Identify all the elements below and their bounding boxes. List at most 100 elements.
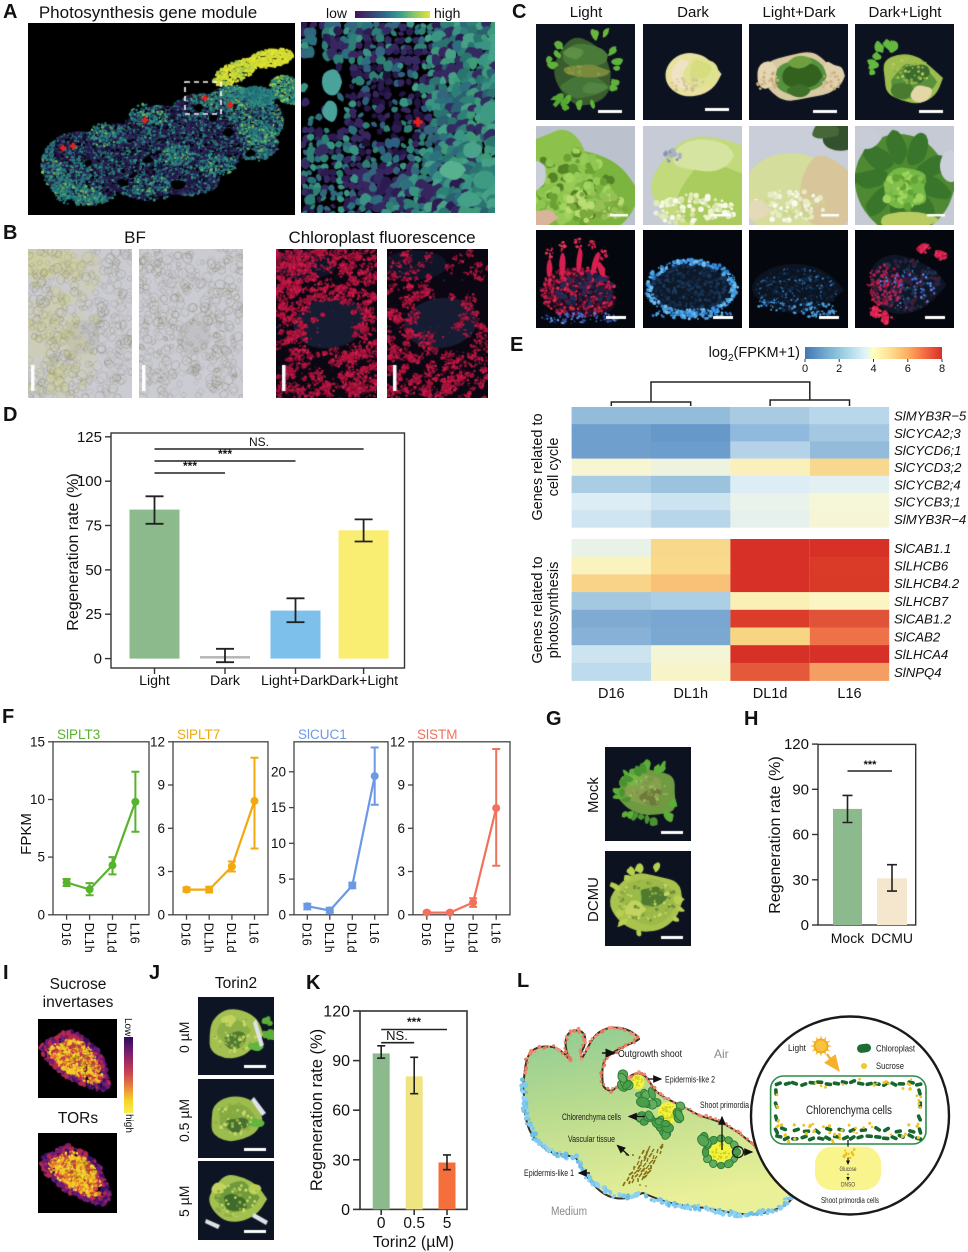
svg-text:SlCYCA2;3: SlCYCA2;3	[894, 426, 961, 441]
svg-text:0: 0	[341, 1202, 350, 1219]
svg-text:Genes related to: Genes related to	[530, 413, 546, 520]
svg-text:Air: Air	[714, 1047, 729, 1061]
svg-text:DL1d: DL1d	[224, 923, 238, 953]
svg-text:SlCYCB2;4: SlCYCB2;4	[894, 477, 961, 492]
svg-text:Vascular tissue: Vascular tissue	[568, 1134, 615, 1144]
svg-text:Chlorenchyma cells: Chlorenchyma cells	[806, 1105, 892, 1117]
svg-text:Dark: Dark	[210, 673, 241, 689]
svg-text:SlCYCB3;1: SlCYCB3;1	[894, 495, 961, 510]
svg-text:4: 4	[870, 363, 876, 375]
svg-text:NS.: NS.	[249, 435, 269, 449]
svg-text:5: 5	[278, 872, 286, 887]
svg-text:DCMU: DCMU	[871, 930, 913, 946]
svg-text:***: ***	[864, 759, 878, 771]
svg-text:Medium: Medium	[551, 1206, 587, 1218]
svg-text:Epidermis-like 1: Epidermis-like 1	[524, 1168, 574, 1178]
svg-text:D16: D16	[598, 686, 625, 702]
svg-text:Chloroplast: Chloroplast	[876, 1044, 915, 1054]
svg-text:90: 90	[332, 1053, 350, 1070]
svg-text:Glucose: Glucose	[840, 1166, 857, 1173]
svg-text:0: 0	[278, 907, 286, 922]
svg-text:SlSTM: SlSTM	[417, 727, 458, 742]
svg-text:6: 6	[397, 821, 405, 836]
svg-text:DL1h: DL1h	[322, 923, 336, 953]
svg-text:DL1d: DL1d	[753, 686, 788, 702]
svg-text:12: 12	[150, 734, 165, 749]
svg-text:DL1d: DL1d	[105, 923, 119, 953]
svg-text:5: 5	[37, 850, 45, 865]
svg-text:FPKM: FPKM	[18, 813, 35, 855]
svg-text:Epidermis-like 2: Epidermis-like 2	[665, 1075, 715, 1085]
svg-text:L16: L16	[367, 923, 381, 944]
svg-text:D16: D16	[179, 923, 193, 946]
svg-text:DL1d: DL1d	[465, 923, 479, 953]
svg-text:30: 30	[792, 872, 809, 889]
svg-text:Shoot primordia: Shoot primordia	[700, 1100, 749, 1110]
svg-text:60: 60	[792, 827, 809, 844]
svg-text:10: 10	[30, 792, 45, 807]
svg-text:L16: L16	[488, 923, 502, 944]
svg-text:0: 0	[801, 917, 809, 934]
svg-text:Mock: Mock	[831, 930, 865, 946]
svg-text:0: 0	[802, 363, 808, 375]
svg-text:L16: L16	[128, 923, 142, 944]
svg-text:Shoot primordia cells: Shoot primordia cells	[821, 1196, 879, 1205]
svg-text:DL1h: DL1h	[442, 923, 456, 953]
svg-text:9: 9	[157, 778, 165, 793]
svg-text:Chlorenchyma cells: Chlorenchyma cells	[562, 1112, 621, 1122]
svg-text:0: 0	[397, 907, 405, 922]
svg-text:30: 30	[332, 1152, 350, 1169]
svg-text:5: 5	[443, 1215, 452, 1232]
svg-text:L16: L16	[247, 923, 261, 944]
svg-text:60: 60	[332, 1103, 350, 1120]
svg-text:0.5: 0.5	[403, 1215, 425, 1232]
svg-text:SlMYB3R−5: SlMYB3R−5	[894, 409, 967, 424]
svg-text:9: 9	[397, 778, 405, 793]
svg-text:SlLHCB7: SlLHCB7	[894, 594, 949, 609]
svg-text:Dark+Light: Dark+Light	[329, 673, 398, 689]
svg-text:DL1h: DL1h	[201, 923, 215, 953]
svg-text:0: 0	[37, 907, 45, 922]
svg-text:12: 12	[390, 734, 405, 749]
svg-text:SlCAB1.2: SlCAB1.2	[894, 612, 952, 627]
svg-text:Sucrose: Sucrose	[876, 1061, 904, 1071]
svg-text:10: 10	[271, 836, 286, 851]
svg-text:SlPLT3: SlPLT3	[57, 727, 100, 742]
svg-text:0: 0	[377, 1215, 386, 1232]
svg-text:120: 120	[323, 1004, 350, 1021]
svg-text:6: 6	[157, 821, 165, 836]
svg-text:0: 0	[94, 651, 102, 668]
svg-text:***: ***	[407, 1015, 421, 1029]
svg-text:3: 3	[397, 864, 405, 879]
svg-text:Outgrowth shoot: Outgrowth shoot	[618, 1048, 682, 1060]
svg-text:SlCYCD3;2: SlCYCD3;2	[894, 460, 962, 475]
svg-text:15: 15	[30, 734, 45, 749]
svg-text:SlCAB2: SlCAB2	[894, 629, 941, 644]
svg-text:D16: D16	[419, 923, 433, 946]
svg-text:6: 6	[905, 363, 911, 375]
svg-text:DNSO: DNSO	[841, 1182, 855, 1189]
svg-text:photosynthesis: photosynthesis	[546, 562, 562, 659]
svg-text:D16: D16	[300, 923, 314, 946]
svg-text:DL1h: DL1h	[673, 686, 708, 702]
svg-text:Regeneration rate (%): Regeneration rate (%)	[308, 1029, 326, 1191]
svg-text:SlLHCB6: SlLHCB6	[894, 559, 949, 574]
svg-text:SlCYCD6;1: SlCYCD6;1	[894, 443, 961, 458]
svg-text:SlLHCB4.2: SlLHCB4.2	[894, 576, 960, 591]
svg-text:SlPLT7: SlPLT7	[177, 727, 220, 742]
svg-text:Light: Light	[788, 1043, 806, 1053]
svg-text:***: ***	[183, 459, 197, 473]
svg-text:DL1d: DL1d	[345, 923, 359, 953]
svg-text:90: 90	[792, 781, 809, 798]
svg-text:Torin2 (µM): Torin2 (µM)	[373, 1234, 454, 1251]
svg-text:50: 50	[85, 562, 102, 579]
svg-text:125: 125	[77, 429, 102, 446]
svg-text:3: 3	[157, 864, 165, 879]
svg-text:cell cycle: cell cycle	[546, 438, 562, 497]
svg-text:DL1h: DL1h	[82, 923, 96, 953]
svg-text:SlNPQ4: SlNPQ4	[894, 665, 942, 680]
svg-text:Regeneration rate (%): Regeneration rate (%)	[65, 473, 82, 630]
svg-text:15: 15	[271, 800, 286, 815]
svg-text:***: ***	[218, 447, 232, 461]
svg-text:Genes related to: Genes related to	[530, 556, 546, 663]
